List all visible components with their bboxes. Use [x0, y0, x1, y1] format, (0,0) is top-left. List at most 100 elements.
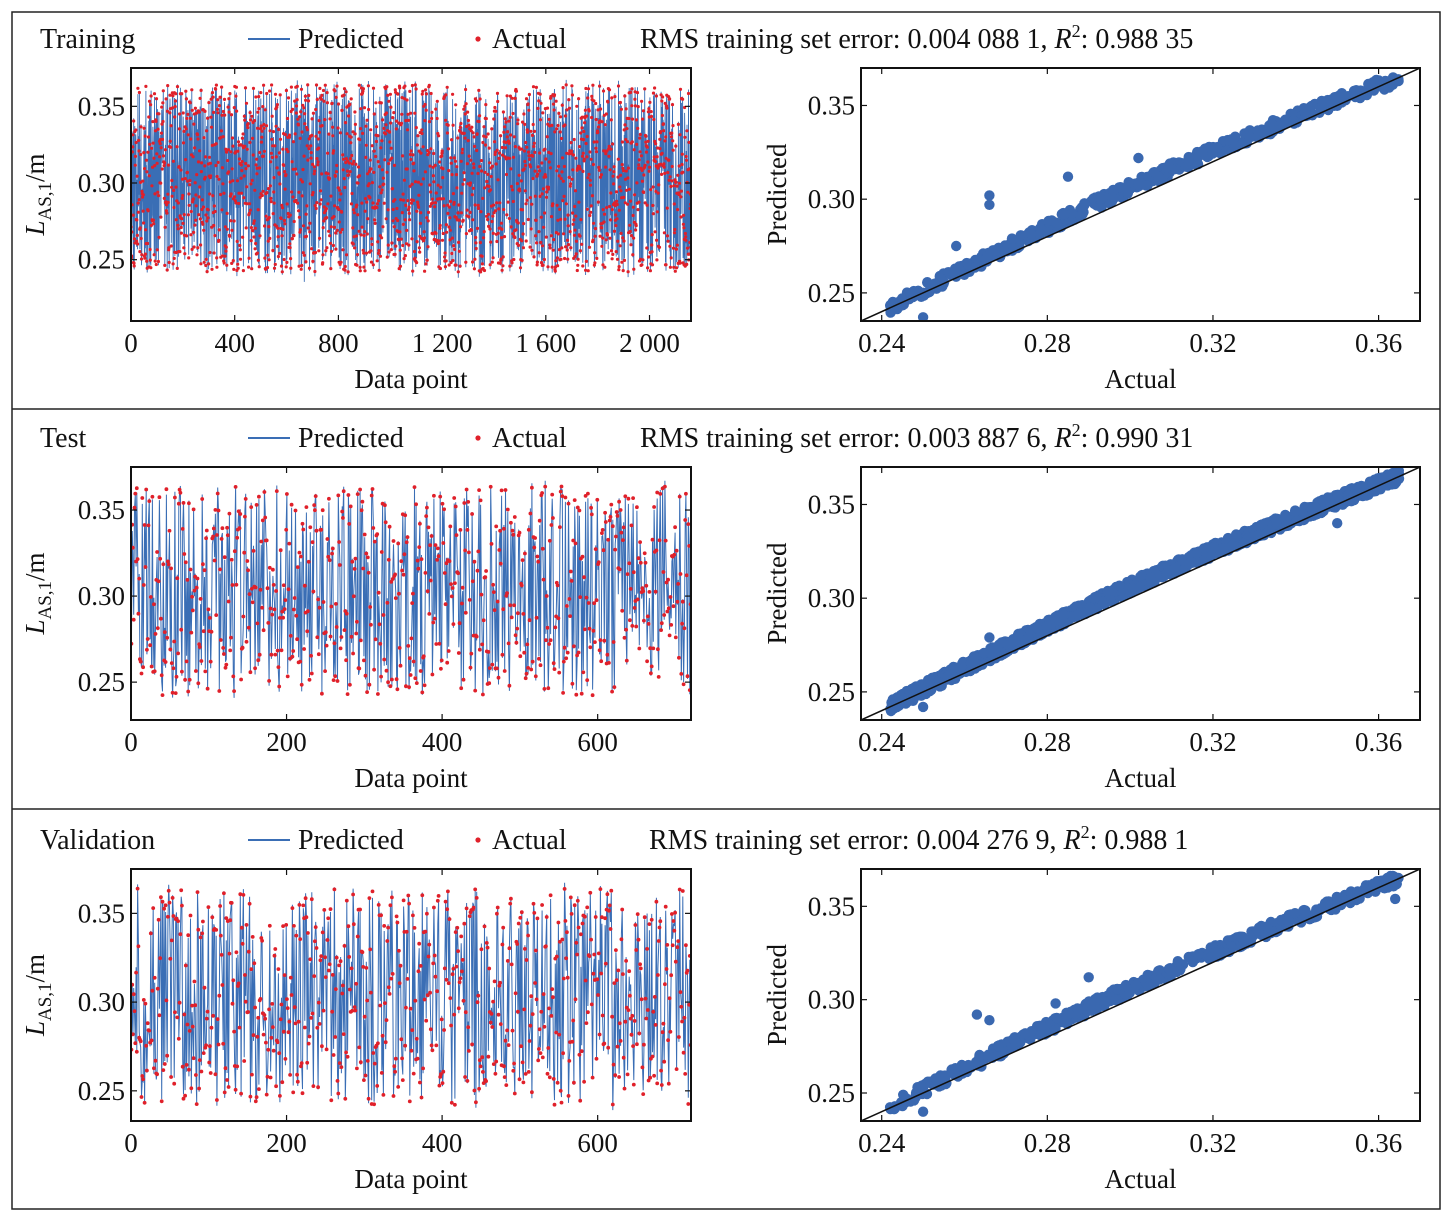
- actual-point: [280, 1080, 285, 1085]
- actual-point: [142, 523, 147, 527]
- actual-point: [209, 115, 213, 119]
- actual-point: [214, 87, 218, 91]
- actual-point: [297, 215, 301, 219]
- actual-point: [361, 89, 365, 93]
- actual-point: [494, 109, 498, 113]
- actual-point: [160, 122, 164, 126]
- actual-point: [191, 197, 195, 201]
- actual-point: [592, 221, 596, 225]
- actual-point: [391, 207, 395, 212]
- actual-point: [380, 188, 384, 192]
- legend-predicted-label: Predicted: [298, 24, 404, 55]
- actual-point: [528, 245, 532, 249]
- actual-point: [367, 182, 371, 186]
- actual-point: [662, 162, 666, 166]
- actual-point: [531, 122, 535, 127]
- actual-point: [539, 215, 543, 219]
- actual-point: [258, 587, 263, 592]
- actual-point: [680, 162, 684, 167]
- actual-point: [244, 101, 249, 105]
- actual-point: [260, 129, 264, 133]
- scatter-point: [1209, 541, 1220, 553]
- actual-point: [241, 235, 245, 239]
- actual-point: [411, 153, 415, 157]
- actual-point: [401, 154, 405, 158]
- actual-point: [575, 104, 579, 108]
- actual-point: [594, 117, 598, 122]
- actual-point: [362, 265, 366, 269]
- stats-r2-symbol: R: [1063, 825, 1081, 856]
- actual-point: [373, 221, 377, 225]
- actual-point: [509, 615, 514, 620]
- actual-point: [348, 170, 352, 174]
- actual-point: [467, 154, 471, 158]
- actual-point: [422, 239, 426, 243]
- actual-point: [305, 629, 310, 634]
- actual-point: [398, 663, 403, 668]
- actual-point: [185, 578, 190, 582]
- actual-point: [190, 108, 194, 112]
- actual-point: [288, 1073, 292, 1077]
- scatter-point: [908, 285, 919, 297]
- actual-point: [173, 495, 177, 500]
- actual-point: [675, 184, 679, 188]
- actual-point: [467, 550, 471, 555]
- actual-point: [451, 258, 455, 263]
- actual-point: [309, 156, 313, 160]
- actual-point: [451, 192, 455, 196]
- actual-point: [575, 653, 579, 658]
- actual-point: [362, 234, 366, 238]
- x-tick-label: 0.28: [1024, 328, 1071, 358]
- actual-point: [239, 1091, 244, 1096]
- actual-point: [332, 641, 337, 646]
- actual-point: [320, 930, 325, 935]
- actual-point: [427, 151, 431, 155]
- actual-point: [677, 494, 682, 499]
- actual-point: [321, 1008, 326, 1013]
- actual-point: [161, 562, 166, 567]
- actual-point: [563, 123, 567, 127]
- actual-point: [530, 659, 535, 664]
- actual-point: [300, 1091, 305, 1096]
- y-axis-label-unit: /m: [20, 552, 50, 581]
- actual-point: [627, 116, 631, 121]
- actual-point: [590, 94, 594, 98]
- actual-point: [476, 549, 481, 554]
- actual-point: [301, 903, 306, 908]
- actual-point: [485, 179, 489, 184]
- actual-point: [646, 139, 650, 143]
- actual-point: [132, 1009, 137, 1013]
- actual-point: [458, 528, 463, 532]
- actual-point: [434, 191, 438, 195]
- actual-point: [203, 155, 208, 159]
- actual-point: [393, 252, 397, 256]
- actual-point: [393, 572, 397, 577]
- actual-point: [646, 160, 650, 164]
- actual-point: [324, 249, 328, 253]
- actual-point: [245, 202, 249, 206]
- actual-point: [323, 83, 327, 87]
- actual-point: [263, 515, 268, 520]
- actual-point: [567, 152, 571, 156]
- actual-point: [291, 107, 295, 111]
- actual-point: [367, 169, 371, 173]
- actual-point: [267, 216, 271, 220]
- actual-point: [279, 1002, 284, 1007]
- actual-point: [205, 219, 209, 223]
- actual-point: [221, 109, 225, 114]
- actual-point: [324, 207, 328, 211]
- actual-point: [137, 138, 141, 142]
- actual-point: [175, 145, 179, 149]
- actual-point: [553, 130, 557, 134]
- actual-point: [557, 164, 561, 168]
- actual-point: [653, 230, 657, 234]
- actual-point: [141, 193, 145, 197]
- actual-point: [563, 495, 568, 500]
- actual-point: [319, 198, 323, 202]
- actual-point: [284, 88, 288, 93]
- actual-point: [362, 1014, 367, 1019]
- panel-title: Training: [40, 24, 135, 55]
- actual-point: [414, 87, 418, 91]
- actual-point: [487, 224, 491, 228]
- actual-point: [199, 170, 203, 174]
